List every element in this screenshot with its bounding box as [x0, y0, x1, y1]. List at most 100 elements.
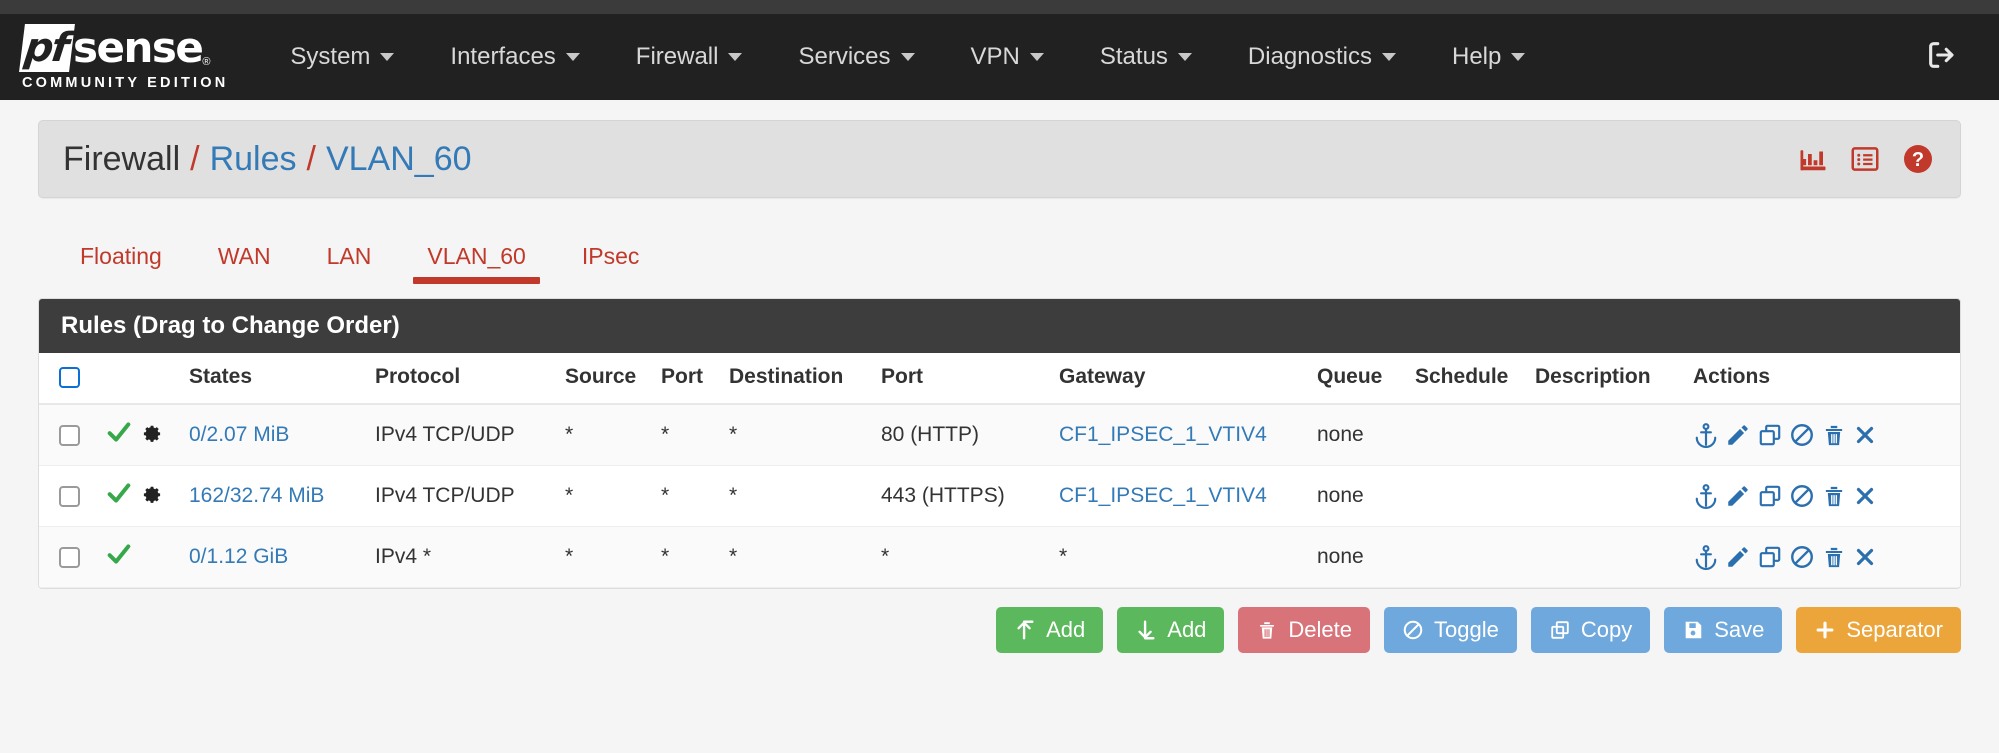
tab-vlan60[interactable]: VLAN_60 [399, 243, 553, 288]
toggle-button[interactable]: Toggle [1384, 607, 1517, 653]
anchor-icon[interactable] [1693, 422, 1719, 448]
nav-item-services-label: Services [798, 43, 891, 70]
nav-item-services[interactable]: Services [770, 14, 942, 100]
rules-action-buttons: Add Add Delete Toggle Copy [38, 589, 1961, 667]
logout-icon[interactable] [1925, 38, 1959, 77]
copy-icon[interactable] [1757, 544, 1783, 570]
row-action-buttons [1693, 544, 1952, 570]
svg-text:?: ? [1912, 149, 1924, 171]
nav-item-firewall[interactable]: Firewall [608, 14, 771, 100]
ban-disable-icon[interactable] [1789, 483, 1815, 509]
nav-item-system[interactable]: System [262, 14, 422, 100]
pencil-edit-icon[interactable] [1725, 483, 1751, 509]
row-description-cell [1527, 526, 1685, 588]
ban-disable-icon[interactable] [1789, 544, 1815, 570]
copy-icon[interactable] [1757, 422, 1783, 448]
row-checkbox[interactable] [59, 424, 80, 446]
row-schedule-cell [1407, 404, 1527, 466]
nav-item-diagnostics-label: Diagnostics [1247, 43, 1372, 70]
states-link[interactable]: 162/32.74 MiB [189, 484, 325, 507]
rules-table-body: 0/2.07 MiB IPv4 TCP/UDP * * * 80 (HTTP) … [39, 404, 1960, 588]
row-description-cell [1527, 404, 1685, 466]
chevron-down-icon [900, 53, 915, 61]
delete-button[interactable]: Delete [1238, 607, 1371, 653]
copy-button[interactable]: Copy [1530, 607, 1651, 653]
tab-lan[interactable]: LAN [299, 243, 400, 288]
gateway-link[interactable]: CF1_IPSEC_1_VTIV4 [1059, 423, 1267, 446]
row-status-cell [97, 526, 181, 588]
breadcrumb-bar: Firewall / Rules / VLAN_60 [38, 120, 1961, 198]
gear-icon[interactable] [139, 482, 163, 511]
row-destination-cell: * [721, 404, 873, 466]
trash-delete-icon[interactable] [1821, 544, 1847, 570]
nav-item-status[interactable]: Status [1072, 14, 1220, 100]
anchor-icon[interactable] [1693, 544, 1719, 570]
pencil-edit-icon[interactable] [1725, 422, 1751, 448]
add-rule-top-button[interactable]: Add [996, 607, 1104, 653]
row-action-buttons [1693, 422, 1952, 448]
row-gateway-cell: CF1_IPSEC_1_VTIV4 [1051, 404, 1309, 466]
anchor-icon[interactable] [1693, 483, 1719, 509]
ban-disable-icon[interactable] [1789, 422, 1815, 448]
pfsense-logo[interactable]: pf sense ® COMMUNITY EDITION [19, 23, 228, 91]
nav-item-firewall-label: Firewall [635, 43, 719, 70]
nav-item-interfaces[interactable]: Interfaces [422, 14, 607, 100]
breadcrumb: Firewall / Rules / VLAN_60 [63, 140, 472, 179]
save-button[interactable]: Save [1664, 607, 1783, 653]
header-actions: Actions [1685, 353, 1960, 405]
table-row[interactable]: 162/32.74 MiB IPv4 TCP/UDP * * * 443 (HT… [39, 465, 1960, 527]
row-states-cell: 162/32.74 MiB [181, 465, 367, 527]
gateway-link[interactable]: CF1_IPSEC_1_VTIV4 [1059, 484, 1267, 507]
trash-delete-icon[interactable] [1821, 483, 1847, 509]
row-action-buttons [1693, 483, 1952, 509]
header-gateway: Gateway [1051, 353, 1309, 405]
row-protocol-cell: IPv4 TCP/UDP [367, 404, 557, 466]
header-dest-port: Port [873, 353, 1051, 405]
nav-item-help[interactable]: Help [1424, 14, 1553, 100]
table-row[interactable]: 0/1.12 GiB IPv4 * * * * * * none [39, 526, 1960, 588]
row-destination-cell: * [721, 526, 873, 588]
row-source-port-cell: * [653, 465, 721, 527]
states-link[interactable]: 0/2.07 MiB [189, 423, 290, 446]
add-rule-bottom-button[interactable]: Add [1117, 607, 1225, 653]
breadcrumb-separator: / [306, 139, 316, 178]
row-source-port-cell: * [653, 404, 721, 466]
chevron-down-icon [1177, 53, 1192, 61]
help-circle-icon[interactable]: ? [1902, 143, 1934, 175]
row-actions-cell [1685, 404, 1960, 466]
tab-floating[interactable]: Floating [52, 243, 190, 288]
page-content: Firewall / Rules / VLAN_60 [0, 120, 1999, 667]
copy-icon[interactable] [1757, 483, 1783, 509]
trash-delete-icon[interactable] [1821, 422, 1847, 448]
list-table-icon[interactable] [1850, 144, 1880, 174]
nav-item-interfaces-label: Interfaces [450, 43, 556, 70]
row-dest-port-cell: 443 (HTTPS) [873, 465, 1051, 527]
x-remove-icon[interactable] [1853, 545, 1877, 569]
check-green-icon[interactable] [105, 418, 133, 452]
nav-item-vpn[interactable]: VPN [943, 14, 1072, 100]
row-checkbox[interactable] [59, 485, 80, 507]
row-checkbox[interactable] [59, 546, 80, 568]
check-green-icon[interactable] [105, 540, 133, 574]
breadcrumb-firewall: Firewall [63, 139, 181, 178]
tab-ipsec[interactable]: IPsec [554, 243, 668, 288]
separator-button[interactable]: Separator [1796, 607, 1961, 653]
rules-table-header: States Protocol Source Port Destination … [39, 353, 1960, 405]
x-remove-icon[interactable] [1853, 484, 1877, 508]
chart-bar-icon[interactable] [1798, 144, 1828, 174]
row-select-cell [39, 465, 97, 527]
table-row[interactable]: 0/2.07 MiB IPv4 TCP/UDP * * * 80 (HTTP) … [39, 404, 1960, 466]
row-gateway-cell: CF1_IPSEC_1_VTIV4 [1051, 465, 1309, 527]
nav-item-diagnostics[interactable]: Diagnostics [1220, 14, 1424, 100]
chevron-down-icon [1511, 53, 1526, 61]
pencil-edit-icon[interactable] [1725, 544, 1751, 570]
gear-icon[interactable] [139, 421, 163, 450]
row-status-cell [97, 404, 181, 466]
breadcrumb-vlan60-link[interactable]: VLAN_60 [325, 139, 472, 178]
breadcrumb-rules-link[interactable]: Rules [209, 139, 297, 178]
select-all-checkbox[interactable] [59, 366, 80, 388]
x-remove-icon[interactable] [1853, 423, 1877, 447]
states-link[interactable]: 0/1.12 GiB [189, 545, 289, 568]
check-green-icon[interactable] [105, 479, 133, 513]
tab-wan[interactable]: WAN [190, 243, 299, 288]
